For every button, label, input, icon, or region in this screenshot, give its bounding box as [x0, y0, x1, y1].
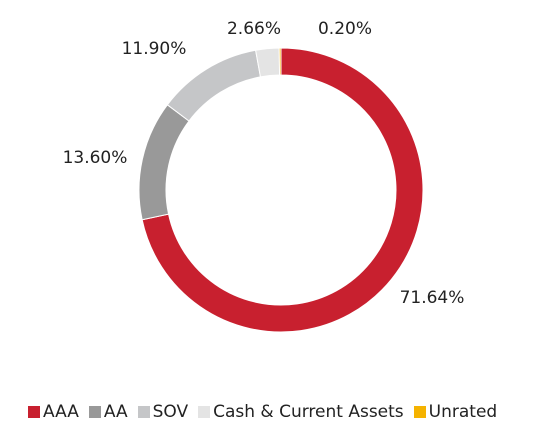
legend-item-aaa: AAA	[28, 402, 79, 422]
donut-slices	[138, 47, 424, 333]
legend-swatch-sov	[137, 406, 150, 418]
slice-label-aaa: 71.64%	[400, 288, 465, 308]
legend-item-aa: AA	[88, 402, 128, 422]
slice-label-sov: 11.90%	[122, 39, 187, 59]
legend-label-aa: AA	[103, 402, 128, 422]
slice-unrated	[278, 47, 282, 76]
donut-labels: 71.64% 13.60% 11.90% 2.66% 0.20%	[63, 19, 465, 308]
slice-sov	[166, 49, 262, 122]
slice-label-aa: 13.60%	[63, 148, 128, 168]
legend-label-cash-current-assets: Cash & Current Assets	[213, 402, 404, 422]
slice-aaa	[141, 47, 424, 333]
legend: AAA AA SOV Cash & Current Assets Unrated	[28, 400, 548, 424]
legend-swatch-cash-current-assets	[198, 406, 211, 418]
legend-swatch-aa	[88, 406, 101, 418]
legend-label-sov: SOV	[152, 402, 189, 422]
legend-label-unrated: Unrated	[428, 402, 498, 422]
slice-cash-current-assets	[255, 47, 281, 78]
legend-label-aaa: AAA	[43, 402, 79, 422]
legend-item-sov: SOV	[137, 402, 189, 422]
legend-swatch-aaa	[28, 406, 40, 418]
legend-swatch-unrated	[413, 406, 426, 418]
slice-label-cash-current-assets: 2.66%	[227, 19, 281, 39]
slice-label-unrated: 0.20%	[318, 19, 372, 39]
slice-aa	[138, 104, 190, 221]
legend-item-unrated: Unrated	[413, 402, 498, 422]
legend-item-cash-current-assets: Cash & Current Assets	[198, 402, 404, 422]
